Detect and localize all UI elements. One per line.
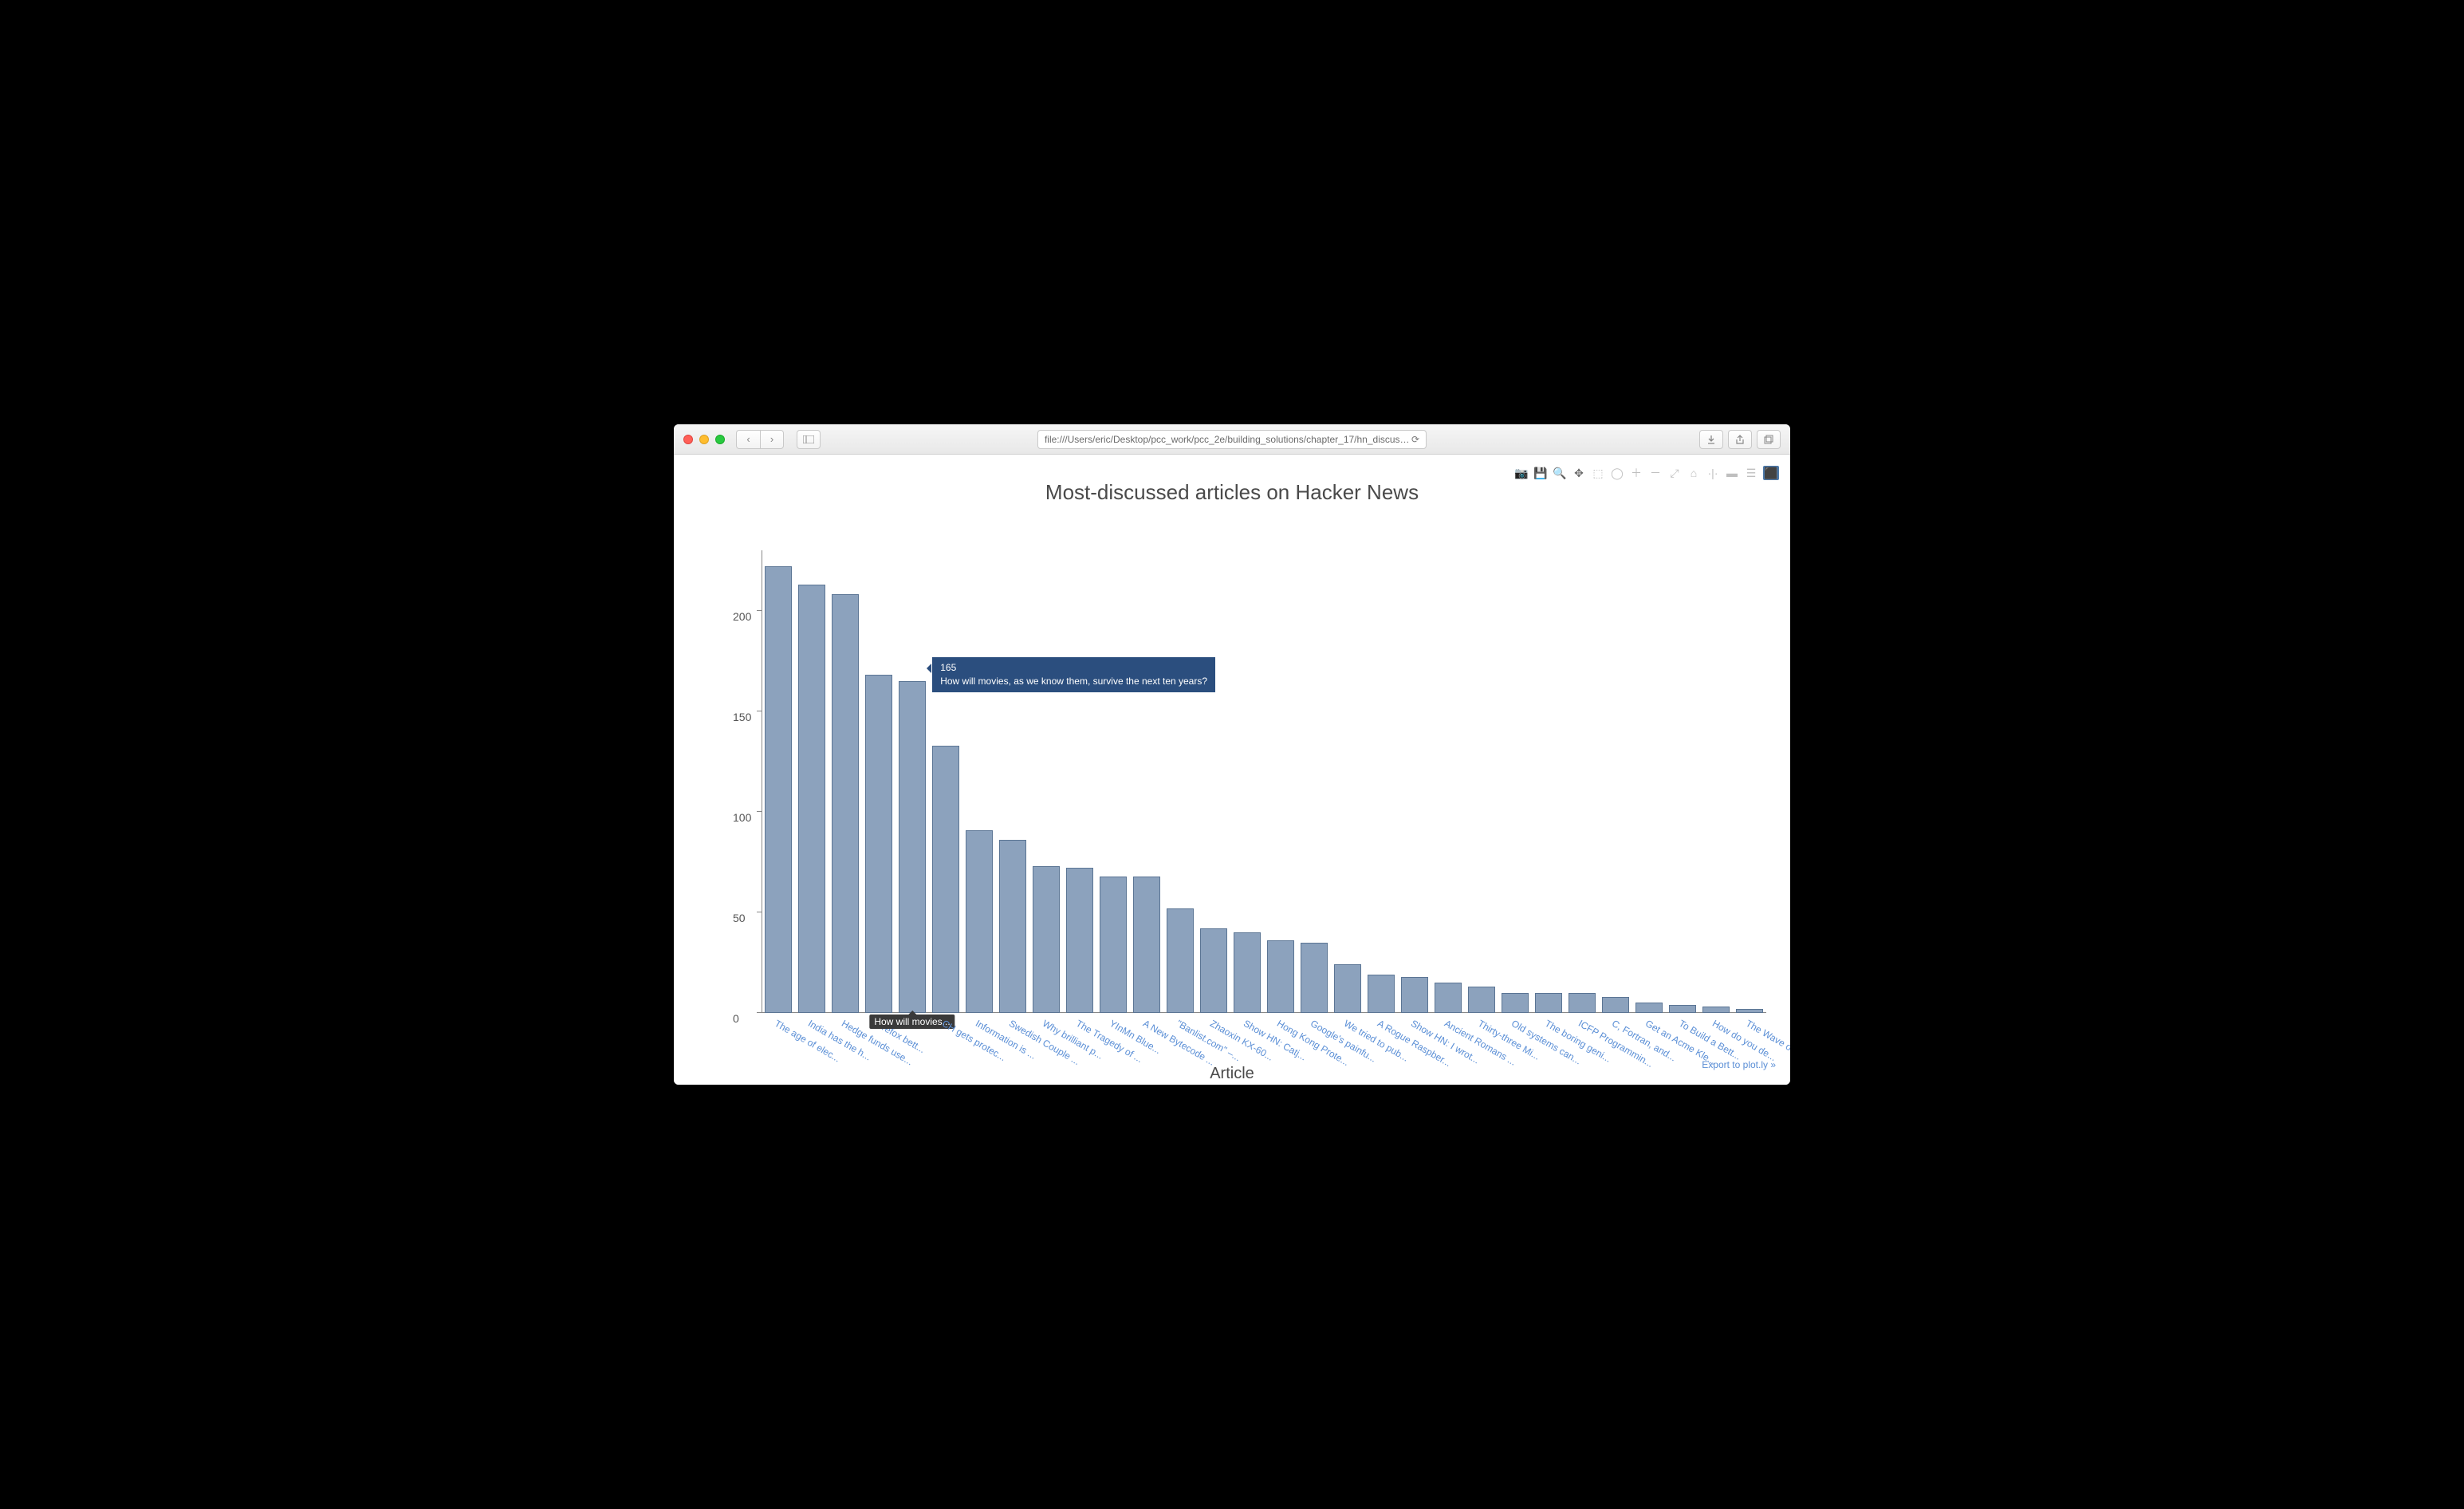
bar[interactable] bbox=[932, 746, 959, 1013]
tooltip-label: How will movies, as we know them, surviv… bbox=[940, 675, 1207, 688]
forward-button[interactable]: › bbox=[760, 430, 784, 449]
hover-tooltip: 165How will movies, as we know them, sur… bbox=[932, 657, 1215, 692]
bar[interactable] bbox=[1334, 964, 1361, 1013]
ytick: 150 bbox=[733, 711, 751, 723]
bar[interactable] bbox=[765, 566, 792, 1013]
bar[interactable] bbox=[1401, 977, 1428, 1013]
bar[interactable] bbox=[832, 594, 859, 1013]
autoscale-icon[interactable]: ⤢ bbox=[1667, 466, 1682, 480]
zoomout-icon[interactable]: － bbox=[1648, 466, 1663, 480]
bar[interactable] bbox=[1602, 997, 1629, 1013]
bar[interactable] bbox=[1066, 868, 1093, 1013]
bar[interactable] bbox=[1234, 932, 1261, 1013]
plotly-modebar: 📷 💾 🔍 ✥ ⬚ ◯ ＋ － ⤢ ⌂ ·|· ▬ ☰ ⬛ bbox=[1514, 466, 1779, 480]
sidebar-toggle-button[interactable] bbox=[797, 430, 821, 449]
hovercompare-icon[interactable]: ☰ bbox=[1744, 466, 1758, 480]
bar[interactable] bbox=[966, 830, 993, 1013]
save-icon[interactable]: 💾 bbox=[1533, 466, 1548, 480]
bar[interactable] bbox=[1635, 1003, 1663, 1013]
export-plotly-link[interactable]: Export to plot.ly » bbox=[1702, 1059, 1776, 1070]
resetaxes-icon[interactable]: ⌂ bbox=[1687, 466, 1701, 480]
titlebar-right bbox=[1694, 430, 1781, 449]
minimize-button[interactable] bbox=[699, 435, 709, 444]
hoverclosest-icon[interactable]: ▬ bbox=[1725, 466, 1739, 480]
back-button[interactable]: ‹ bbox=[736, 430, 760, 449]
zoom-icon[interactable]: 🔍 bbox=[1553, 466, 1567, 480]
reload-button[interactable]: ⟳ bbox=[1411, 434, 1419, 445]
boxselect-icon[interactable]: ⬚ bbox=[1591, 466, 1605, 480]
page-content: 📷💾🔍✥⬚◯＋－⤢⌂·|·▬☰⬛ Most-discussed articles… bbox=[674, 455, 1790, 1085]
tabs-button[interactable] bbox=[1757, 430, 1781, 449]
lasso-icon[interactable]: ◯ bbox=[1610, 466, 1624, 480]
traffic-lights bbox=[683, 435, 725, 444]
ytick: 50 bbox=[733, 912, 746, 924]
titlebar: ‹ › file:///Users/eric/Desktop/pcc_work/… bbox=[674, 424, 1790, 455]
bar[interactable] bbox=[999, 840, 1026, 1013]
zoom-button[interactable] bbox=[715, 435, 725, 444]
bar[interactable] bbox=[1702, 1007, 1730, 1013]
pan-icon[interactable]: ✥ bbox=[1572, 466, 1586, 480]
bar[interactable] bbox=[1133, 877, 1160, 1013]
bar[interactable] bbox=[1267, 940, 1294, 1013]
bar[interactable] bbox=[1502, 993, 1529, 1013]
bar[interactable] bbox=[899, 681, 926, 1013]
spikeline-icon[interactable]: ·|· bbox=[1706, 466, 1720, 480]
tooltip-value: 165 bbox=[940, 661, 1207, 675]
close-button[interactable] bbox=[683, 435, 693, 444]
bar[interactable] bbox=[1167, 908, 1194, 1013]
xaxis-title: Article bbox=[1210, 1065, 1254, 1083]
bar[interactable] bbox=[1468, 987, 1495, 1013]
plot-area[interactable]: 050100150200The age of elec...India has … bbox=[762, 550, 1766, 1013]
plotly-logo-icon[interactable]: ⬛ bbox=[1763, 466, 1779, 480]
camera-icon[interactable]: 📷 bbox=[1514, 466, 1529, 480]
address-bar[interactable]: file:///Users/eric/Desktop/pcc_work/pcc_… bbox=[1037, 430, 1427, 449]
safari-window: ‹ › file:///Users/eric/Desktop/pcc_work/… bbox=[674, 424, 1790, 1085]
bar[interactable] bbox=[1569, 993, 1596, 1013]
bar[interactable] bbox=[1435, 983, 1462, 1013]
bar[interactable] bbox=[1736, 1009, 1763, 1013]
bar[interactable] bbox=[1301, 943, 1328, 1013]
bar[interactable] bbox=[1535, 993, 1562, 1013]
downloads-button[interactable] bbox=[1699, 430, 1723, 449]
bar[interactable] bbox=[1368, 975, 1395, 1013]
nav-buttons: ‹ › bbox=[736, 430, 784, 449]
url-text: file:///Users/eric/Desktop/pcc_work/pcc_… bbox=[1045, 434, 1411, 445]
bar[interactable] bbox=[1100, 877, 1127, 1013]
ytick: 0 bbox=[733, 1012, 739, 1025]
bar[interactable] bbox=[865, 675, 892, 1013]
zoomin-icon[interactable]: ＋ bbox=[1629, 466, 1643, 480]
bar[interactable] bbox=[1200, 928, 1227, 1013]
ytick: 200 bbox=[733, 610, 751, 623]
bar[interactable] bbox=[798, 585, 825, 1013]
bar[interactable] bbox=[1033, 866, 1060, 1013]
ytick: 100 bbox=[733, 811, 751, 824]
bar[interactable] bbox=[1669, 1005, 1696, 1013]
share-button[interactable] bbox=[1728, 430, 1752, 449]
